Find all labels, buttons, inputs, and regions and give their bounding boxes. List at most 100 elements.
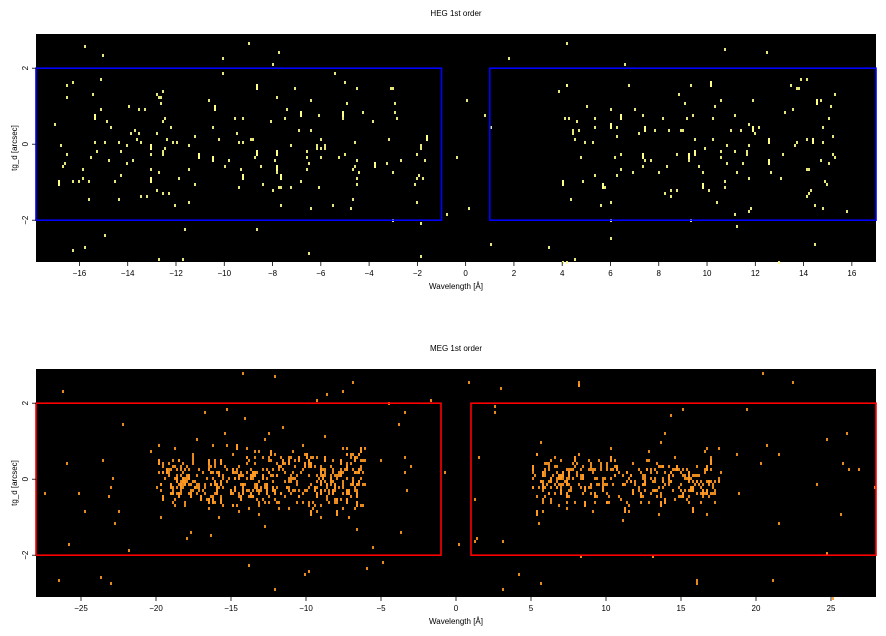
event-pixel [334, 489, 336, 492]
x-tick-label: −5 [376, 604, 386, 613]
event-pixel [712, 138, 714, 141]
event-pixel [590, 462, 592, 465]
event-pixel [246, 456, 248, 459]
event-pixel [580, 468, 582, 471]
event-pixel [572, 129, 574, 132]
event-pixel [290, 480, 292, 483]
event-pixel [390, 87, 392, 90]
event-pixel [132, 159, 134, 162]
event-pixel [554, 492, 556, 495]
event-pixel [270, 459, 272, 462]
event-pixel [672, 474, 674, 477]
y-tick-label: −2 [21, 215, 30, 225]
event-pixel [276, 486, 278, 489]
event-pixel [298, 459, 300, 462]
event-pixel [174, 504, 176, 507]
event-pixel [508, 57, 510, 60]
event-pixel [102, 459, 104, 462]
event-pixel [574, 465, 576, 468]
event-pixel [648, 501, 650, 504]
event-pixel [310, 99, 312, 102]
event-pixel [558, 90, 560, 93]
event-pixel [250, 468, 252, 471]
event-pixel [362, 471, 364, 474]
event-pixel [242, 117, 244, 120]
event-pixel [168, 474, 170, 477]
event-pixel [394, 102, 396, 105]
event-pixel [288, 456, 290, 459]
event-pixel [724, 186, 726, 189]
event-pixel [258, 450, 260, 453]
event-pixel [606, 468, 608, 471]
chart-title: HEG 1st order [430, 9, 481, 18]
event-pixel [766, 51, 768, 54]
event-pixel [594, 468, 596, 471]
event-pixel [72, 180, 74, 183]
event-pixel [156, 189, 158, 192]
event-pixel [250, 477, 252, 480]
event-pixel [806, 168, 808, 171]
event-pixel [712, 483, 714, 486]
event-pixel [196, 492, 198, 495]
event-pixel [326, 498, 328, 501]
event-pixel [346, 498, 348, 504]
event-pixel [674, 456, 676, 459]
x-tick-label: 14 [799, 269, 808, 278]
event-pixel [692, 507, 694, 513]
event-pixel [236, 468, 238, 471]
event-pixel [312, 507, 314, 510]
event-pixel [668, 483, 670, 486]
event-pixel [228, 477, 230, 480]
event-pixel [354, 165, 356, 168]
event-pixel [66, 462, 68, 465]
event-pixel [352, 453, 354, 456]
event-pixel [326, 486, 328, 489]
event-pixel [290, 474, 292, 477]
event-pixel [316, 510, 318, 513]
event-pixel [548, 465, 550, 468]
event-pixel [276, 171, 278, 174]
event-pixel [422, 177, 424, 180]
event-pixel [630, 480, 632, 483]
event-pixel [184, 504, 186, 507]
event-pixel [664, 483, 666, 486]
event-pixel [240, 495, 242, 501]
event-pixel [170, 483, 172, 489]
event-pixel [832, 135, 834, 138]
event-pixel [162, 153, 164, 156]
x-tick-label: 20 [752, 604, 761, 613]
event-pixel [188, 144, 190, 147]
event-pixel [644, 126, 646, 132]
event-pixel [820, 159, 822, 162]
y-tick-label: 2 [21, 65, 30, 70]
event-pixel [266, 468, 268, 471]
event-pixel [278, 465, 280, 468]
event-pixel [150, 450, 152, 453]
event-pixel [642, 495, 644, 498]
event-pixel [128, 105, 130, 108]
event-pixel [316, 147, 318, 150]
event-pixel [726, 144, 728, 147]
event-pixel [342, 483, 344, 486]
x-tick-label: 12 [751, 269, 760, 278]
event-pixel [542, 498, 544, 501]
event-pixel [256, 489, 258, 492]
y-tick-label: 2 [21, 400, 30, 405]
event-pixel [278, 468, 280, 471]
event-pixel [172, 465, 174, 468]
event-pixel [158, 459, 160, 465]
event-pixel [594, 117, 596, 120]
event-pixel [194, 480, 196, 483]
event-pixel [336, 498, 338, 501]
event-pixel [688, 477, 690, 483]
event-pixel [640, 501, 642, 504]
event-pixel [304, 573, 306, 576]
event-pixel [170, 492, 172, 495]
x-tick-label: −10 [217, 269, 231, 278]
event-pixel [324, 435, 326, 438]
event-pixel [420, 147, 422, 150]
event-pixel [88, 198, 90, 201]
x-tick-label: −20 [149, 604, 163, 613]
event-pixel [324, 468, 326, 471]
event-pixel [156, 486, 158, 489]
